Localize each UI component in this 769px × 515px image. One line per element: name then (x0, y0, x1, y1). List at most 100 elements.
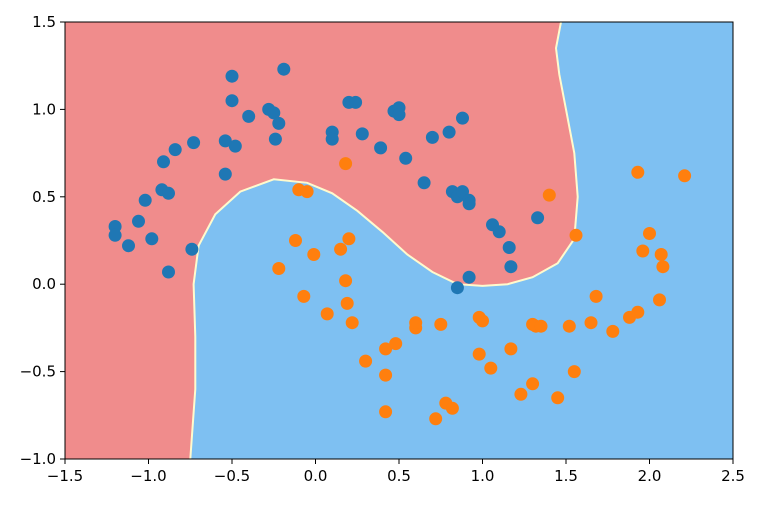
point-class-1-2 (300, 185, 314, 199)
point-class-0-35 (425, 130, 439, 144)
point-class-1-9 (339, 274, 353, 288)
point-class-1-21 (429, 412, 443, 426)
point-class-0-16 (138, 193, 152, 207)
point-class-1-34 (551, 391, 565, 405)
point-class-1-26 (472, 347, 486, 361)
point-class-0-37 (456, 111, 469, 125)
point-class-1-15 (389, 337, 403, 351)
point-class-0-28 (355, 127, 369, 141)
point-class-1-0 (339, 157, 353, 171)
point-class-0-22 (185, 242, 199, 256)
point-class-1-29 (514, 387, 528, 401)
y-tick-label: −0.5 (20, 363, 56, 381)
point-class-1-44 (643, 227, 656, 240)
point-class-0-0 (225, 69, 239, 83)
point-class-1-12 (345, 316, 359, 330)
x-tick-label: −1.5 (47, 467, 83, 485)
x-tick-label: 2.5 (721, 467, 745, 485)
decision-region-class-1 (190, 22, 733, 459)
x-tick-label: −1.0 (130, 467, 166, 485)
point-class-0-47 (531, 211, 545, 225)
y-tick-label: −1.0 (20, 450, 56, 468)
point-class-1-25 (476, 314, 489, 328)
point-class-0-2 (225, 94, 239, 108)
x-tick-label: 1.0 (471, 467, 495, 485)
point-class-0-36 (442, 125, 456, 139)
point-class-1-5 (334, 242, 348, 256)
point-class-1-32 (534, 319, 548, 333)
point-class-1-45 (654, 248, 668, 261)
point-class-1-36 (567, 365, 581, 379)
point-class-1-13 (359, 354, 373, 368)
point-class-0-9 (228, 139, 242, 153)
point-class-1-6 (342, 232, 356, 246)
point-class-0-19 (108, 228, 122, 242)
point-class-1-35 (562, 319, 576, 333)
point-class-0-42 (462, 197, 476, 211)
point-class-1-49 (542, 188, 556, 202)
point-class-1-19 (434, 317, 448, 331)
x-tick-label: 0.0 (304, 467, 328, 485)
x-axis: −1.5 −1.0 −0.5 0.0 0.5 1.0 1.5 2.0 2.5 (47, 459, 745, 485)
x-tick-label: −0.5 (214, 467, 250, 485)
point-class-0-45 (502, 241, 516, 254)
point-class-0-44 (492, 225, 506, 239)
point-class-1-41 (631, 305, 645, 319)
points-layer (108, 62, 692, 426)
point-class-1-14 (379, 342, 393, 356)
point-class-0-6 (272, 116, 286, 130)
point-class-1-8 (297, 289, 311, 303)
x-tick-label: 2.0 (638, 467, 662, 485)
point-class-0-23 (162, 265, 175, 279)
point-class-1-3 (289, 234, 302, 247)
x-tick-label: 0.5 (387, 467, 411, 485)
point-class-0-3 (242, 109, 256, 123)
point-class-1-4 (307, 248, 321, 261)
point-class-0-5 (267, 106, 281, 120)
point-class-1-50 (569, 228, 583, 242)
point-class-1-28 (504, 342, 518, 356)
y-axis: −1.0 −0.5 0.0 0.5 1.0 1.5 (20, 13, 65, 468)
point-class-0-46 (504, 260, 518, 274)
y-tick-label: 0.5 (32, 188, 56, 206)
point-class-0-25 (325, 132, 339, 146)
point-class-1-20 (379, 405, 393, 419)
y-tick-label: 0.0 (32, 275, 56, 293)
point-class-0-20 (145, 232, 159, 246)
y-tick-label: 1.0 (32, 100, 56, 118)
point-class-0-1 (277, 62, 291, 76)
point-class-0-48 (462, 270, 476, 284)
point-class-0-13 (218, 167, 232, 181)
point-class-0-17 (132, 214, 145, 228)
point-class-1-7 (272, 262, 286, 275)
point-class-0-10 (187, 136, 201, 150)
point-class-0-11 (168, 143, 182, 157)
point-class-0-34 (417, 176, 431, 190)
point-class-1-37 (589, 289, 603, 303)
point-class-1-43 (636, 244, 650, 258)
point-class-0-8 (218, 134, 232, 148)
point-class-1-18 (409, 316, 423, 330)
point-class-0-15 (162, 186, 175, 200)
point-class-0-27 (349, 95, 363, 109)
y-tick-label: 1.5 (32, 13, 56, 31)
decision-boundary (189, 22, 579, 459)
point-class-1-39 (606, 324, 620, 338)
point-class-1-10 (340, 296, 354, 310)
point-class-0-32 (392, 108, 406, 122)
point-class-1-48 (678, 169, 692, 183)
point-class-0-33 (399, 151, 413, 165)
point-class-1-16 (379, 368, 393, 382)
point-class-1-38 (584, 316, 598, 330)
point-class-0-49 (450, 281, 464, 295)
point-class-1-47 (653, 293, 666, 307)
point-class-1-42 (631, 165, 645, 179)
point-class-0-29 (374, 141, 388, 155)
point-class-1-33 (526, 377, 540, 391)
point-class-1-23 (445, 401, 459, 415)
point-class-1-27 (484, 361, 498, 375)
point-class-1-11 (320, 307, 334, 321)
point-class-0-12 (157, 155, 170, 169)
point-class-0-21 (122, 239, 135, 253)
